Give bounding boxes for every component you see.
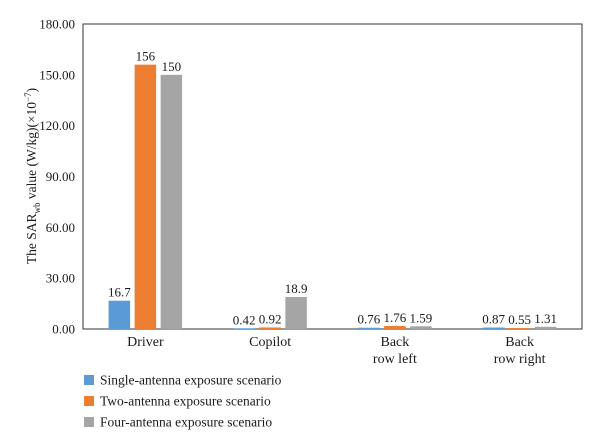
y-tick-label: 30.00 (46, 271, 75, 286)
bar (508, 328, 531, 329)
bar (384, 326, 406, 329)
bars (108, 64, 557, 330)
plot-frame (82, 23, 583, 330)
data-label: 1.31 (534, 311, 557, 326)
bar (108, 300, 131, 329)
bar (259, 327, 281, 329)
y-tick-label: 120.00 (39, 118, 75, 133)
legend-swatch (84, 396, 94, 406)
y-tick-label: 150.00 (39, 67, 75, 82)
bar (160, 74, 183, 329)
bar (410, 326, 432, 329)
legend-label: Four-antenna exposure scenario (100, 415, 272, 430)
y-tick-label: 180.00 (39, 17, 75, 32)
y-tick-label: 0.00 (52, 322, 75, 337)
legend: Single-antenna exposure scenario Two-ante… (84, 373, 282, 430)
y-tick-label: 90.00 (46, 169, 75, 184)
bar (534, 326, 557, 329)
legend-swatch (84, 417, 94, 427)
bar (358, 327, 380, 329)
data-label: 0.87 (482, 312, 505, 327)
legend-swatch (84, 375, 94, 385)
data-label: 1.76 (384, 310, 407, 325)
y-axis-label: The SARwb value (W/kg)(×10−7) (23, 88, 42, 264)
bar (233, 328, 255, 329)
y-tick-label: 60.00 (46, 220, 75, 235)
legend-label: Two-antenna exposure scenario (100, 394, 271, 409)
data-label: 0.92 (259, 311, 282, 326)
data-label: 18.9 (285, 281, 308, 296)
data-label: 16.7 (108, 285, 131, 300)
x-tick-label: Driver (127, 335, 164, 350)
x-tick-label: Back (380, 335, 409, 350)
data-label: 0.42 (233, 312, 256, 327)
bar (285, 296, 307, 329)
data-label: 1.59 (410, 310, 433, 325)
x-tick-label: row left (373, 352, 417, 367)
legend-label: Single-antenna exposure scenario (100, 373, 282, 388)
x-tick-label: Back (505, 335, 534, 350)
data-label: 150 (162, 59, 182, 74)
data-label: 0.76 (358, 312, 381, 327)
data-label: 0.55 (508, 312, 531, 327)
data-label: 156 (136, 49, 156, 64)
x-tick-label: Copilot (249, 335, 291, 350)
x-tick-label: row right (494, 352, 546, 367)
x-axis-categories: Driver Copilot Back row left Back row right (127, 335, 545, 367)
y-axis-ticks: 0.00 30.00 60.00 90.00 120.00 150.00 180.00 (39, 17, 75, 337)
bar (134, 64, 157, 330)
bar (482, 327, 505, 329)
